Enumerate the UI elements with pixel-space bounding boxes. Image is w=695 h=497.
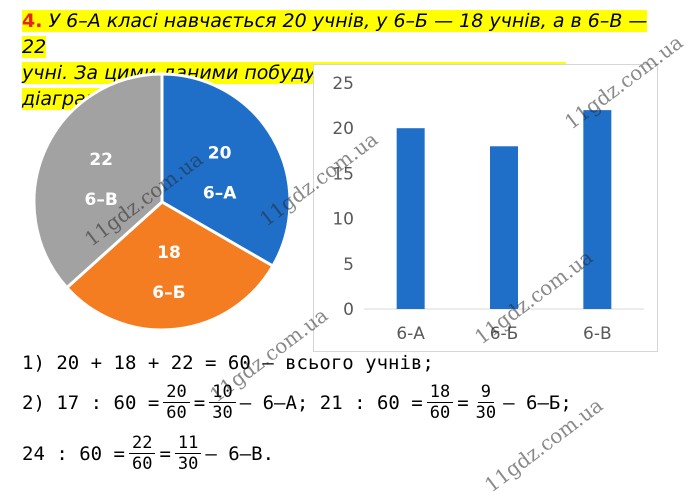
fraction: 18 60: [426, 382, 454, 423]
solution-line-3: 24 : 60 = 22 60 = 11 30 – 6–В.: [22, 433, 275, 474]
fraction: 11 30: [174, 433, 202, 474]
y-tick-label: 25: [332, 74, 354, 94]
pie-value-label: 22: [89, 150, 113, 170]
task-line-1: 4. У 6–А класі навчається 20 учнів, у 6–…: [22, 10, 648, 58]
pie-category-label: 6–В: [85, 190, 118, 210]
pie-category-label: 6–Б: [152, 283, 185, 303]
fraction: 9 30: [475, 382, 497, 423]
pie-value-label: 20: [208, 144, 232, 164]
pie-slice-2: [64, 200, 275, 332]
bar-3: [583, 110, 612, 309]
bar-chart: 0 5 10 15 20 25 6-А 6-Б 6-В: [332, 74, 644, 344]
bar-1: [396, 128, 425, 309]
task-number: 4.: [22, 10, 43, 32]
pie-slice-3: [32, 72, 164, 290]
bar-2: [490, 146, 518, 309]
solution-line-2: 2) 17 : 60 = 20 60 = 10 30 – 6–А; 21 : 60 …: [22, 382, 572, 423]
pie-category-label: 6–А: [203, 184, 237, 204]
y-tick-label: 10: [332, 210, 354, 230]
y-tick-label: 0: [343, 300, 354, 320]
pie-value-label: 18: [157, 243, 181, 263]
y-tick-label: 15: [332, 164, 354, 184]
x-tick-label: 6-А: [396, 324, 425, 344]
y-tick-label: 20: [332, 119, 354, 139]
pie-slice-1: [160, 72, 292, 269]
fraction: 22 60: [128, 433, 156, 474]
bar-chart-frame: 0 5 10 15 20 25 6-А 6-Б 6-В: [313, 64, 658, 352]
fraction: 20 60: [163, 382, 190, 423]
x-tick-label: 6-Б: [490, 324, 519, 344]
x-tick-label: 6-В: [583, 324, 612, 344]
solution-line-1: 1) 20 + 18 + 22 = 60 – всього учнів;: [22, 352, 434, 374]
y-tick-label: 5: [343, 255, 354, 275]
fraction: 10 30: [209, 382, 236, 423]
pie-chart: 20 6–А 18 6–Б 22 6–В: [32, 72, 292, 332]
